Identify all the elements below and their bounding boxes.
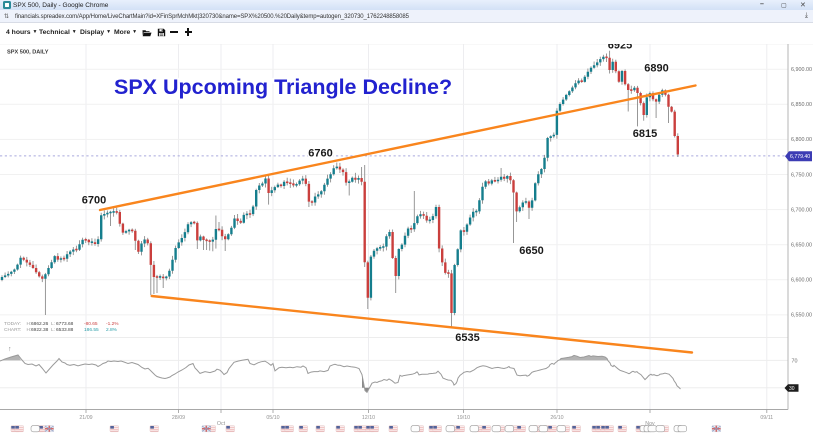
svg-text:6,550.00: 6,550.00 — [791, 313, 812, 319]
svg-text:SPX 500, DAILY: SPX 500, DAILY — [7, 50, 49, 56]
svg-text:6,650.00: 6,650.00 — [791, 243, 812, 249]
svg-text:6533.88: 6533.88 — [56, 327, 74, 333]
svg-text:↑: ↑ — [8, 346, 12, 353]
svg-text:-1.2%: -1.2% — [106, 321, 119, 327]
svg-text:6,779.40: 6,779.40 — [790, 154, 810, 160]
svg-text:6,800.00: 6,800.00 — [791, 137, 812, 143]
svg-text:Oct: Oct — [217, 421, 226, 427]
svg-text:L:: L: — [51, 327, 55, 333]
svg-text:6,850.00: 6,850.00 — [791, 102, 812, 108]
svg-text:6760: 6760 — [308, 148, 332, 160]
svg-text:TODAY:: TODAY: — [4, 321, 21, 327]
svg-text:6922.38: 6922.38 — [31, 327, 49, 333]
svg-text:6650: 6650 — [519, 245, 543, 257]
svg-text:Nov: Nov — [645, 421, 655, 427]
svg-text:6773.68: 6773.68 — [56, 321, 74, 327]
svg-text:6535: 6535 — [455, 332, 479, 344]
svg-text:6,750.00: 6,750.00 — [791, 172, 812, 178]
svg-text:6,600.00: 6,600.00 — [791, 278, 812, 284]
svg-text:19/10: 19/10 — [457, 415, 470, 421]
svg-text:186.55: 186.55 — [84, 327, 99, 333]
svg-text:L:: L: — [51, 321, 55, 327]
svg-text:6,700.00: 6,700.00 — [791, 207, 812, 213]
svg-text:21/09: 21/09 — [79, 415, 92, 421]
svg-text:6890: 6890 — [644, 63, 668, 75]
svg-text:-80.65: -80.65 — [84, 321, 98, 327]
svg-text:6,900.00: 6,900.00 — [791, 67, 812, 73]
svg-text:H:: H: — [27, 321, 32, 327]
svg-text:12/10: 12/10 — [362, 415, 375, 421]
svg-text:6815: 6815 — [633, 128, 657, 140]
svg-text:05/10: 05/10 — [266, 415, 279, 421]
svg-text:H:: H: — [27, 327, 32, 333]
svg-text:70: 70 — [792, 358, 798, 364]
svg-text:30: 30 — [789, 386, 795, 392]
svg-text:6700: 6700 — [82, 195, 106, 207]
svg-text:CHART:: CHART: — [4, 327, 21, 333]
svg-text:2.8%: 2.8% — [106, 327, 118, 333]
svg-text:SPX Upcoming Triangle Decline?: SPX Upcoming Triangle Decline? — [114, 75, 452, 99]
svg-text:09/11: 09/11 — [760, 415, 773, 421]
svg-text:28/09: 28/09 — [172, 415, 185, 421]
svg-text:26/10: 26/10 — [550, 415, 563, 421]
svg-text:6862.26: 6862.26 — [31, 321, 49, 327]
